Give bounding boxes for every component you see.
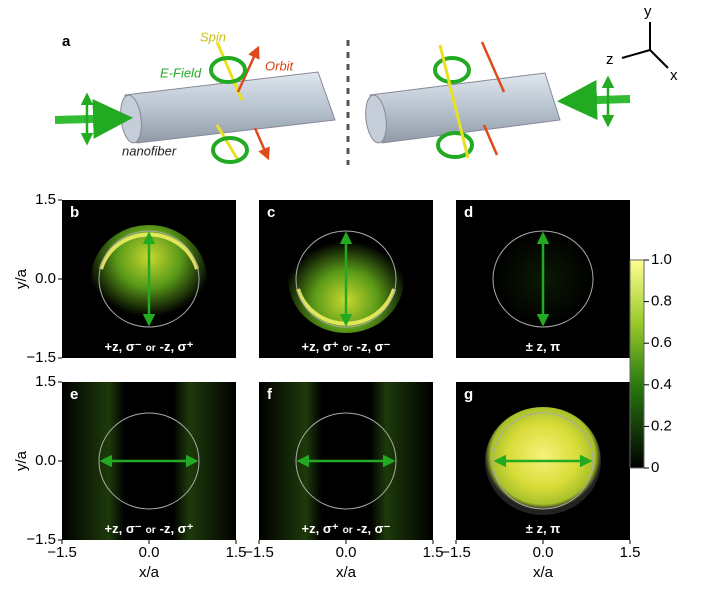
panel-label: g [464, 386, 473, 403]
x-axis-label: x/a [336, 564, 357, 581]
y-tick-label: 0.0 [35, 452, 56, 469]
orbit-label: Orbit [265, 58, 295, 73]
y-tick-label: 1.5 [35, 373, 56, 390]
panel-label: c [267, 204, 275, 221]
x-tick-label: 0.0 [533, 544, 554, 561]
axis-z-label: z [606, 51, 614, 68]
spin-label: Spin [200, 29, 226, 44]
caption: ± z, π [526, 339, 560, 354]
fiber-label: nanofiber [122, 143, 177, 158]
colorbar-tick-label: 0.6 [651, 334, 672, 351]
caption: +z, σ⁺ or -z, σ⁻ [302, 339, 391, 354]
axis-x-label: x [670, 67, 678, 84]
caption-part: +z, σ⁺ [302, 339, 339, 354]
y-axis-label: y/a [13, 450, 30, 471]
colorbar [630, 260, 644, 468]
x-tick-label: 0.0 [336, 544, 357, 561]
colorbar-tick-label: 0.2 [651, 417, 672, 434]
e-field-label: E-Field [160, 65, 202, 80]
caption-part: -z, σ⁻ [357, 339, 391, 354]
caption-part: or [146, 343, 156, 354]
caption-part: ± z, π [526, 339, 560, 354]
colorbar-tick-label: 1.0 [651, 251, 672, 268]
caption-part: or [146, 525, 156, 536]
panel-label: b [70, 204, 79, 221]
y-tick-label: −1.5 [26, 349, 56, 366]
panel-label: e [70, 386, 78, 403]
x-tick-label: −1.5 [47, 544, 77, 561]
x-tick-label: −1.5 [244, 544, 274, 561]
x-tick-label: 0.0 [139, 544, 160, 561]
x-tick-label: −1.5 [441, 544, 471, 561]
x-axis-label: x/a [533, 564, 554, 581]
caption-part: or [343, 343, 353, 354]
colorbar-tick-label: 0.8 [651, 293, 672, 310]
y-axis-label: y/a [13, 268, 30, 289]
panel-label: a [62, 33, 71, 50]
caption: +z, σ⁺ or -z, σ⁻ [302, 521, 391, 536]
caption-part: ± z, π [526, 521, 560, 536]
colorbar-tick-label: 0.4 [651, 376, 672, 393]
panel-label: d [464, 204, 473, 221]
caption-part: +z, σ⁻ [105, 339, 142, 354]
caption: +z, σ⁻ or -z, σ⁺ [105, 339, 194, 354]
caption-part: -z, σ⁺ [160, 521, 194, 536]
y-tick-label: 1.5 [35, 191, 56, 208]
caption-part: -z, σ⁻ [357, 521, 391, 536]
x-axis-label: x/a [139, 564, 160, 581]
caption: ± z, π [526, 521, 560, 536]
figure: a Spin E-Field Orbit nanofiber y z x b +z… [0, 0, 710, 600]
caption-part: +z, σ⁻ [105, 521, 142, 536]
x-tick-label: 1.5 [620, 544, 641, 561]
caption-part: -z, σ⁺ [160, 339, 194, 354]
caption: +z, σ⁻ or -z, σ⁺ [105, 521, 194, 536]
caption-part: +z, σ⁺ [302, 521, 339, 536]
colorbar-tick-label: 0 [651, 459, 659, 476]
y-tick-label: 0.0 [35, 270, 56, 287]
caption-part: or [343, 525, 353, 536]
axis-y-label: y [644, 3, 652, 20]
